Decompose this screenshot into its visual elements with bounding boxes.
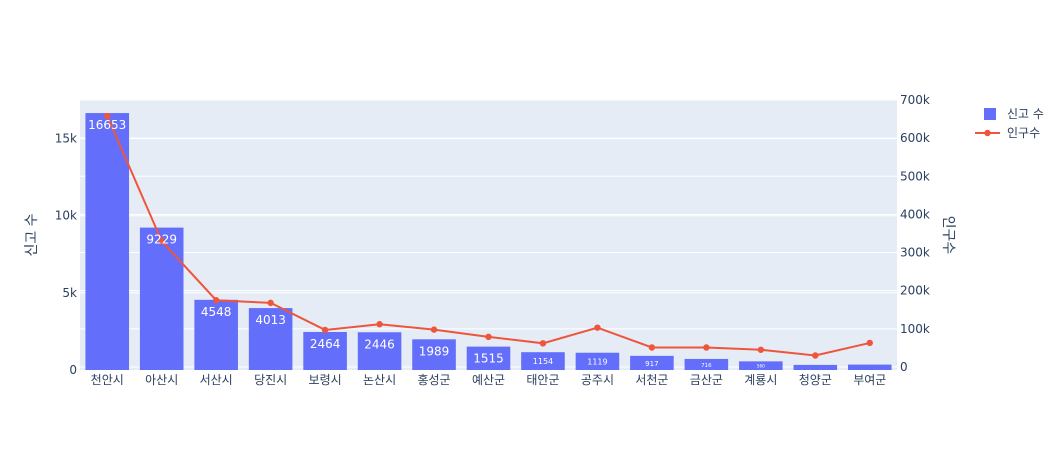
bar[interactable] [139, 227, 184, 370]
legend-bar-swatch [984, 108, 996, 120]
y-tick-label: 15k [55, 132, 77, 146]
x-tick-label: 부여군 [853, 373, 886, 387]
bar[interactable] [357, 332, 402, 370]
x-tick-label: 계룡시 [744, 373, 777, 387]
y-axis-right: 0 100k 200k 300k 400k 500k 600k 700k [900, 93, 930, 374]
x-tick-label: 금산군 [690, 373, 723, 387]
bar-label: 16653 [88, 118, 126, 132]
y2-tick-label: 100k [900, 322, 930, 336]
gridlines [80, 99, 897, 368]
bar[interactable] [847, 364, 892, 370]
legend-item-bar[interactable]: 신고 수 [984, 107, 1044, 121]
line-point[interactable] [104, 112, 111, 120]
y2-tick-label: 200k [900, 284, 930, 298]
bar[interactable] [194, 299, 238, 370]
bar-label: 4548 [201, 305, 232, 319]
x-tick-label: 천안시 [91, 372, 124, 387]
y2-tick-label: 700k [900, 93, 930, 107]
y2-tick-label: 400k [900, 207, 930, 221]
y-axis-left: 0 5k 10k 15k [55, 132, 77, 377]
bar[interactable] [739, 361, 783, 370]
bar-label: 1989 [419, 344, 450, 358]
x-tick-label: 예산군 [472, 373, 505, 387]
legend-bar-label: 신고 수 [1007, 107, 1044, 121]
bar[interactable] [466, 346, 511, 370]
bar-label: 2464 [310, 337, 341, 351]
y2-tick-label: 600k [900, 131, 930, 145]
line-point[interactable] [812, 352, 819, 359]
bar-label: 716 [701, 363, 712, 369]
y2-tick-label: 500k [900, 169, 930, 183]
x-tick-label: 보령시 [309, 373, 342, 387]
y2-tick-label: 0 [900, 360, 908, 374]
line-point[interactable] [267, 299, 274, 307]
bar-series [85, 113, 892, 371]
bar[interactable] [684, 358, 729, 370]
x-tick-label: 청양군 [799, 373, 832, 387]
bar[interactable] [521, 352, 565, 370]
bar[interactable] [303, 331, 347, 370]
y-tick-label: 10k [55, 209, 77, 223]
bar-label: 1119 [587, 358, 607, 367]
legend-line-marker [984, 129, 991, 137]
line-point[interactable] [539, 340, 547, 347]
line-point[interactable] [866, 339, 873, 347]
x-axis: 천안시 아산시 서산시 당진시 보령시 논산시 홍성군 예산군 태안군 공주시 서천군 금산군 계룡시 청… [91, 372, 887, 387]
y-tick-label: 0 [69, 363, 77, 377]
bar-label: 4013 [255, 313, 286, 327]
bar[interactable] [248, 308, 293, 370]
x-tick-label: 아산시 [145, 373, 178, 387]
bar-label: 560 [757, 364, 765, 370]
bar[interactable] [412, 339, 456, 370]
line-point[interactable] [321, 326, 329, 334]
bar[interactable] [630, 355, 674, 370]
line-point[interactable] [594, 324, 601, 331]
legend-line-label: 인구수 [1007, 126, 1040, 140]
x-tick-label: 당진시 [254, 373, 287, 387]
y2-axis-title: 인구수 [940, 216, 956, 255]
bar-label: 1515 [473, 352, 504, 366]
bar[interactable] [575, 352, 620, 370]
bar[interactable] [793, 364, 838, 370]
bar-label: 917 [645, 359, 658, 368]
x-tick-label: 논산시 [363, 373, 396, 387]
y2-tick-label: 300k [900, 246, 930, 260]
line-point[interactable] [757, 346, 765, 353]
bar-labels: 16653 9229 4548 4013 2464 2446 1989 1515 1154 111… [88, 118, 765, 370]
line-point[interactable] [212, 297, 220, 304]
bar[interactable] [85, 113, 130, 371]
legend-item-line[interactable]: 인구수 [975, 126, 1040, 140]
bar-label: 9229 [146, 233, 177, 247]
x-tick-label: 홍성군 [417, 373, 450, 387]
y-axis-title: 신고 수 [24, 213, 40, 256]
bar-label: 1154 [533, 357, 553, 366]
x-tick-label: 서산시 [200, 373, 233, 387]
x-tick-label: 공주시 [581, 373, 614, 387]
line-point[interactable] [485, 333, 492, 341]
line-series [104, 112, 873, 359]
y-tick-label: 5k [62, 286, 77, 300]
x-tick-label: 태안군 [526, 373, 559, 387]
line-point[interactable] [158, 237, 165, 245]
line-point[interactable] [703, 344, 710, 351]
bar-label: 2446 [364, 337, 395, 351]
line-point[interactable] [430, 326, 438, 333]
line-point[interactable] [648, 344, 656, 351]
x-tick-label: 서천군 [635, 372, 668, 387]
line-point[interactable] [376, 321, 383, 328]
